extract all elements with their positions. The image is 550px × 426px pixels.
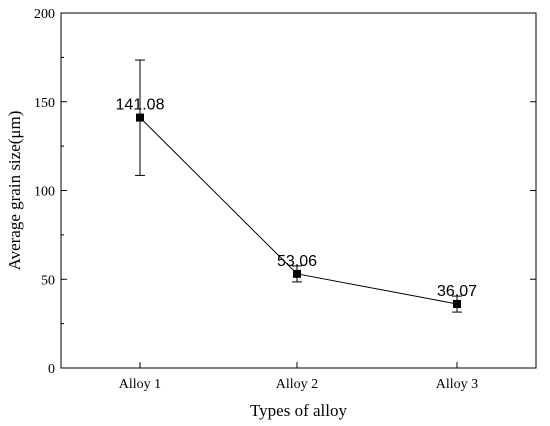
data-point: [293, 269, 301, 278]
data-label: 36.07: [437, 283, 477, 300]
y-tick-label: 0: [48, 362, 55, 377]
y-tick-label: 200: [34, 7, 55, 22]
y-tick-label: 50: [41, 273, 55, 288]
data-label: 53.06: [277, 253, 317, 270]
x-tick-label: Alloy 3: [436, 377, 478, 392]
y-tick-label: 100: [34, 185, 55, 200]
data-label: 141.08: [116, 97, 165, 114]
x-tick-label: Alloy 1: [119, 377, 161, 392]
x-axis-ticks: Alloy 1 Alloy 2 Alloy 3: [119, 362, 478, 392]
y-axis-ticks: 0 50 100 150 200: [34, 7, 536, 377]
plot-content: 141.08 53.06 36.07: [116, 59, 477, 313]
y-axis-title: Average grain size(μm): [5, 111, 24, 271]
data-point: [136, 113, 144, 122]
x-tick-label: Alloy 2: [276, 377, 318, 392]
data-point: [453, 299, 461, 308]
plot-frame: [60, 12, 537, 369]
y-tick-label: 150: [34, 96, 55, 111]
x-axis-title: Types of alloy: [250, 401, 348, 420]
